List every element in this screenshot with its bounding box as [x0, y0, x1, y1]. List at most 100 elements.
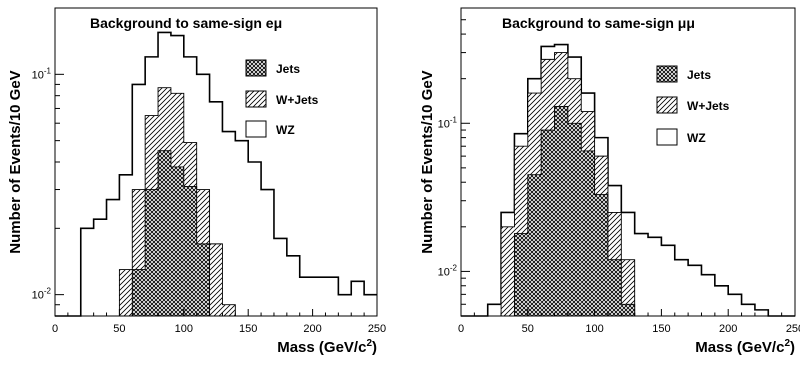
histogram-bin — [701, 274, 715, 316]
histogram-bin — [501, 226, 515, 316]
x-tick-label: 0 — [52, 323, 58, 335]
histogram-bin — [273, 238, 287, 316]
histogram-bin — [594, 194, 608, 316]
histogram-bin — [286, 255, 300, 316]
histogram-bin — [621, 304, 635, 316]
x-axis: 0 50 100 150 200 250 — [52, 309, 386, 335]
histogram-bin — [145, 189, 159, 316]
y-tick-label: 10-1 — [32, 66, 52, 81]
histogram-bin — [621, 259, 635, 316]
left-chart-panel: 0 50 100 150 200 250 10-2 10-1 Background to sam… — [7, 7, 386, 356]
legend: Jets W+Jets WZ — [656, 65, 730, 146]
y-axis: 10-2 10-1 — [32, 7, 64, 317]
histogram-bin — [364, 294, 377, 316]
histogram-bin — [261, 189, 274, 316]
histogram-bin — [754, 309, 769, 316]
legend-label: W+Jets — [687, 99, 730, 113]
histogram-bin — [728, 294, 742, 316]
legend-label: WZ — [687, 131, 706, 145]
legend-item: WZ — [656, 128, 706, 146]
histogram-bin — [648, 237, 662, 316]
legend-swatch — [245, 90, 267, 108]
y-axis-label: Number of Events/10 GeV — [7, 70, 24, 253]
histogram-bin — [235, 140, 249, 316]
histogram-bin — [222, 304, 236, 316]
histogram-bin — [248, 162, 262, 316]
histogram-bin — [674, 259, 689, 316]
histogram-bin — [688, 265, 702, 316]
x-axis-label: Mass (GeV/c2) — [695, 338, 795, 356]
x-tick-label: 150 — [652, 323, 670, 335]
x-tick-label: 0 — [458, 323, 464, 335]
histogram-bin — [661, 245, 675, 316]
y-tick-label: 10-2 — [438, 263, 458, 278]
histogram-bin — [514, 233, 528, 316]
histogram-bin — [312, 277, 326, 316]
x-tick-label: 50 — [522, 323, 534, 335]
histogram-bin — [714, 285, 729, 316]
legend-item: WZ — [245, 120, 295, 138]
x-tick-label: 100 — [585, 323, 603, 335]
plot-border — [460, 7, 796, 317]
histogram-bin — [80, 228, 94, 316]
histogram-outline — [55, 31, 377, 317]
histogram-bin — [132, 269, 146, 316]
chart-title: Background to same-sign eμ — [90, 15, 282, 31]
histogram-bin — [554, 106, 568, 316]
legend-swatch — [656, 65, 678, 83]
legend: Jets W+Jets WZ — [245, 59, 319, 138]
histogram-bin — [581, 150, 595, 316]
histogram-bin — [325, 277, 339, 316]
x-axis-label: Mass (GeV/c2) — [277, 338, 377, 356]
histogram-bin — [338, 294, 352, 316]
legend-item: Jets — [656, 65, 711, 83]
x-tick-label: 100 — [175, 323, 193, 335]
histogram-bin — [222, 131, 236, 316]
histogram-bin — [741, 304, 755, 316]
histogram-bin — [541, 130, 555, 316]
histogram-bin — [634, 233, 649, 316]
series-jets — [55, 150, 377, 317]
histogram-bin — [487, 304, 502, 316]
histogram-bin — [567, 123, 582, 317]
x-tick-label: 200 — [719, 323, 737, 335]
histogram-bin — [299, 277, 313, 316]
histogram-bin — [158, 150, 171, 316]
histogram-bin — [607, 259, 622, 316]
x-tick-label: 200 — [303, 323, 321, 335]
histogram-bin — [209, 243, 223, 316]
histogram-bin — [119, 269, 133, 316]
legend-label: WZ — [276, 123, 295, 137]
x-tick-label: 250 — [786, 323, 800, 335]
legend-item: W+Jets — [656, 96, 730, 114]
y-tick-label: 10-1 — [438, 115, 458, 130]
legend-label: Jets — [276, 62, 300, 76]
y-tick-label: 10-2 — [32, 287, 52, 302]
x-tick-label: 150 — [239, 323, 257, 335]
histogram-bin — [93, 219, 107, 316]
x-tick-label: 250 — [368, 323, 386, 335]
legend-swatch — [245, 120, 267, 138]
x-axis: 0 50 100 150 200 250 — [458, 309, 800, 335]
histogram-bin — [351, 281, 365, 316]
x-tick-label: 50 — [113, 323, 125, 335]
y-axis-label: Number of Events/10 GeV — [419, 70, 436, 253]
histogram-bin — [183, 186, 197, 316]
y-axis: 10-2 10-1 — [438, 19, 470, 317]
histogram-bin — [527, 174, 542, 316]
legend-swatch — [656, 96, 678, 114]
legend-swatch — [656, 128, 678, 146]
histogram-outline — [461, 43, 795, 317]
chart-title: Background to same-sign μμ — [502, 15, 695, 31]
legend-item: Jets — [245, 59, 300, 77]
legend-item: W+Jets — [245, 90, 319, 108]
histogram-bin — [106, 199, 120, 316]
histogram-bin — [170, 166, 184, 316]
histogram-bin — [196, 243, 210, 316]
legend-label: W+Jets — [276, 93, 319, 107]
legend-label: Jets — [687, 68, 711, 82]
legend-swatch — [245, 59, 267, 77]
right-chart-panel: 0 50 100 150 200 250 10-2 10-1 Background to sam… — [419, 7, 800, 356]
